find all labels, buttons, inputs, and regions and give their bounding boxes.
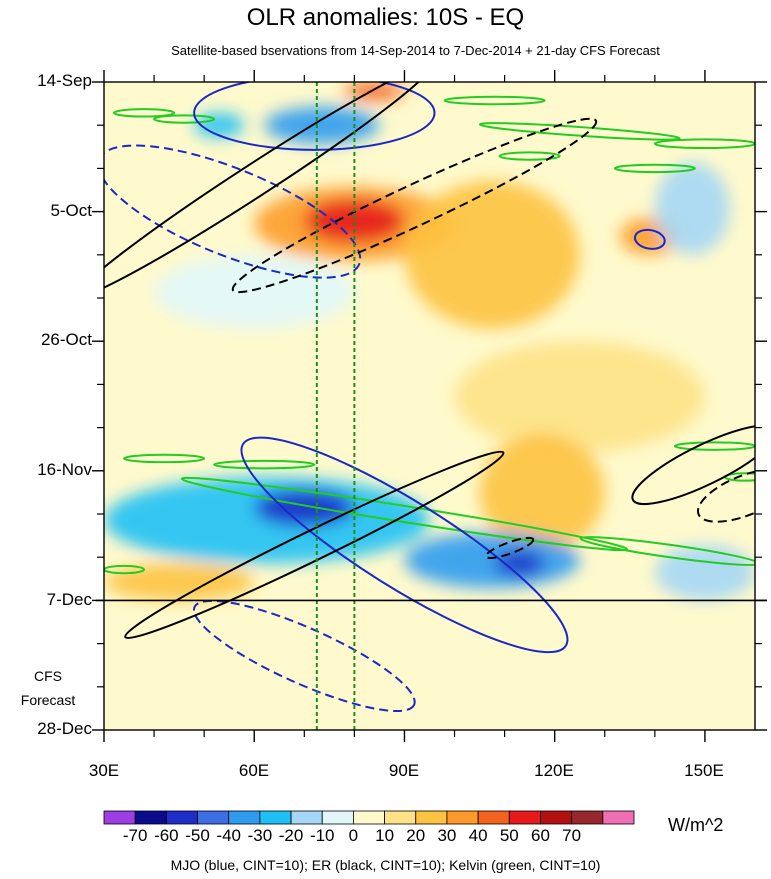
plot-area: [92, 70, 767, 742]
anomaly-region: [104, 476, 430, 564]
colorbar-label: 20: [406, 826, 425, 845]
colorbar-swatch: [103, 810, 136, 825]
er-contour: [485, 536, 535, 559]
chart-title: OLR anomalies: 10S - EQ: [246, 4, 525, 31]
colorbar-swatch: [290, 810, 323, 825]
colorbar-swatch: [571, 810, 604, 825]
colorbar-label: -60: [154, 826, 179, 845]
colorbar-swatch: [134, 810, 167, 825]
anomaly-region: [344, 82, 405, 101]
x-tick-label: 120E: [534, 761, 574, 780]
contour-overlays: [104, 82, 755, 713]
colorbar-swatch: [259, 810, 292, 825]
x-tick-label: 150E: [684, 761, 724, 780]
colorbar-swatch: [384, 810, 417, 825]
colorbar-swatch: [415, 810, 448, 825]
colorbar: -70 -60 -50 -40 -30 -20 -10 0 10 20 30 40 50 60 70: [103, 810, 635, 845]
colorbar-label: -70: [123, 826, 148, 845]
mjo-contour: [192, 599, 416, 713]
chart-subtitle: Satellite-based bservations from 14-Sep-…: [171, 43, 660, 58]
colorbar-swatch: [321, 810, 354, 825]
y-tick-label: 28-Dec: [37, 719, 92, 738]
anomaly-region: [454, 341, 705, 453]
reference-lines: [315, 82, 356, 730]
anomaly-region: [194, 112, 245, 138]
colorbar-swatch: [165, 810, 198, 825]
anomaly-region: [404, 532, 580, 589]
colorbar-units: W/m^2: [668, 815, 724, 835]
colorbar-swatch: [477, 810, 510, 825]
kelvin-contour: [104, 564, 146, 575]
overlay-note: MJO (blue, CINT=10); ER (black, CINT=10)…: [170, 857, 601, 873]
anomaly-region: [654, 162, 730, 255]
er-contour: [104, 82, 432, 298]
forecast-background: [104, 600, 755, 730]
colorbar-swatch: [540, 810, 573, 825]
y-tick-label: 26-Oct: [40, 330, 92, 349]
y-tick-label: 7-Dec: [46, 590, 92, 609]
mjo-contour: [633, 228, 666, 250]
x-tick-label: 90E: [388, 761, 420, 780]
colorbar-swatch: [353, 810, 385, 825]
er-contour: [124, 450, 505, 640]
kelvin-contour: [123, 453, 206, 464]
colorbar-label: 50: [500, 826, 519, 845]
kelvin-contour: [153, 114, 216, 124]
colorbar-label: 60: [531, 826, 550, 845]
er-contour: [696, 468, 755, 523]
axis-ticks: [92, 70, 767, 742]
mjo-contour: [104, 144, 362, 279]
colorbar-swatch: [228, 810, 261, 825]
plot-frame: [103, 81, 756, 731]
colorbar-label: -30: [248, 826, 273, 845]
anomaly-region: [494, 551, 545, 576]
colorbar-label: -50: [185, 826, 210, 845]
anomaly-region: [304, 199, 405, 243]
er-contour: [231, 117, 598, 294]
mjo-contour: [240, 436, 569, 654]
y-tick-label: 16-Nov: [37, 460, 92, 479]
anomaly-region: [254, 489, 355, 527]
colorbar-label: 70: [562, 826, 581, 845]
kelvin-contour: [653, 138, 755, 150]
anomaly-region: [404, 180, 580, 329]
kelvin-contour: [498, 151, 561, 161]
kelvin-contour: [443, 95, 546, 106]
mjo-contour: [193, 82, 436, 151]
kelvin-contour: [113, 108, 176, 118]
colorbar-label: 0: [349, 826, 358, 845]
x-tick-label: 30E: [88, 761, 120, 780]
kelvin-contour: [478, 122, 681, 141]
colorbar-label: -10: [310, 826, 335, 845]
colorbar-label: 10: [375, 826, 394, 845]
y-tick-label: 5-Oct: [50, 201, 92, 220]
x-tick-label: 60E: [238, 761, 270, 780]
anomaly-region: [154, 254, 355, 329]
anomaly-region: [654, 544, 755, 601]
colorbar-label: -20: [279, 826, 304, 845]
colorbar-swatch: [197, 810, 230, 825]
kelvin-contour: [579, 536, 755, 566]
colorbar-label: 30: [437, 826, 456, 845]
forecast-note: CFS Forecast: [8, 664, 88, 712]
kelvin-contour: [673, 441, 755, 451]
forecast-note-line: Forecast: [20, 692, 76, 708]
colorbar-swatch: [446, 810, 479, 825]
kelvin-contour: [213, 459, 316, 470]
kelvin-contour: [613, 163, 696, 174]
anomaly-region: [104, 563, 255, 601]
colorbar-label: -40: [216, 826, 241, 845]
er-contour: [631, 424, 755, 505]
colorbar-swatch: [602, 810, 635, 825]
colorbar-label: 40: [469, 826, 488, 845]
colorbar-swatch: [508, 810, 541, 825]
y-tick-label: 14-Sep: [37, 71, 92, 90]
forecast-note-line: CFS: [34, 668, 62, 684]
kelvin-contour: [180, 476, 629, 552]
anomaly-region: [479, 433, 605, 552]
